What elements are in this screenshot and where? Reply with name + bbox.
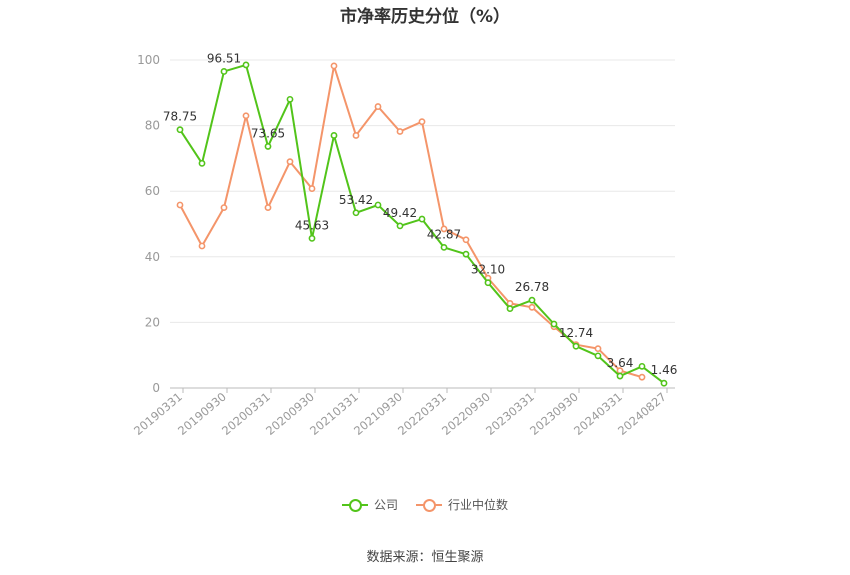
label-layer: 78.75 96.51 73.65 45.63 53.42 49.42 42.87 32.10… bbox=[163, 51, 678, 377]
data-point-company bbox=[418, 215, 426, 223]
legend-item-company[interactable]: 公司 bbox=[341, 496, 398, 513]
y-tick-label: 0 bbox=[152, 381, 160, 395]
data-point-company bbox=[352, 209, 360, 217]
y-tick-label: 40 bbox=[145, 250, 160, 264]
data-point-company bbox=[594, 352, 602, 360]
data-point-company bbox=[308, 234, 316, 242]
data-point-industry bbox=[286, 158, 294, 166]
data-point-company bbox=[506, 305, 514, 313]
data-label-company: 1.46 bbox=[651, 363, 678, 377]
legend-item-industry[interactable]: 行业中位数 bbox=[416, 496, 508, 513]
data-point-company bbox=[440, 243, 448, 251]
data-label-company: 12.74 bbox=[559, 326, 593, 340]
data-point-company bbox=[286, 95, 294, 103]
data-point-company bbox=[176, 126, 184, 134]
data-point-industry bbox=[264, 204, 272, 211]
data-point-industry bbox=[440, 225, 448, 233]
legend-swatch-company bbox=[341, 498, 368, 512]
data-label-company: 73.65 bbox=[251, 126, 285, 140]
data-point-industry bbox=[352, 132, 360, 139]
y-tick-label: 20 bbox=[145, 315, 160, 329]
data-point-industry bbox=[418, 118, 426, 126]
data-point-industry bbox=[176, 201, 184, 209]
data-point-industry bbox=[374, 103, 382, 110]
data-point-industry bbox=[462, 236, 470, 244]
legend: 公司 行业中位数 bbox=[0, 496, 850, 513]
y-tick-label: 100 bbox=[137, 53, 160, 67]
data-point-company bbox=[484, 279, 492, 287]
legend-label-company: 公司 bbox=[373, 498, 398, 512]
data-label-company: 42.87 bbox=[427, 227, 461, 241]
data-point-industry bbox=[242, 112, 250, 120]
legend-label-industry: 行业中位数 bbox=[448, 498, 509, 512]
data-point-industry bbox=[638, 373, 646, 381]
axis-layer: 0204060801002019033120190930202003312020… bbox=[131, 53, 675, 438]
data-point-industry bbox=[308, 185, 316, 192]
data-point-company bbox=[572, 342, 580, 350]
data-label-company: 26.78 bbox=[515, 280, 549, 294]
data-point-company bbox=[396, 222, 404, 230]
data-point-company bbox=[528, 296, 536, 304]
data-label-company: 96.51 bbox=[207, 51, 241, 65]
data-point-industry bbox=[594, 345, 602, 353]
data-point-company bbox=[638, 362, 646, 370]
data-label-company: 49.42 bbox=[383, 206, 417, 220]
x-tick-label: 20240827 bbox=[615, 390, 669, 438]
data-point-company bbox=[374, 201, 382, 209]
data-label-company: 53.42 bbox=[339, 193, 373, 207]
data-point-industry bbox=[220, 204, 228, 211]
data-label-company: 3.64 bbox=[607, 356, 634, 370]
data-point-company bbox=[462, 250, 470, 258]
data-point-company bbox=[660, 379, 668, 387]
data-point-company bbox=[198, 159, 206, 167]
data-point-company bbox=[330, 132, 338, 139]
data-label-company: 32.10 bbox=[471, 263, 505, 277]
data-point-industry bbox=[330, 62, 338, 70]
data-label-company: 78.75 bbox=[163, 110, 197, 124]
chart-title: 市净率历史分位（%） bbox=[339, 7, 511, 27]
data-point-industry bbox=[528, 303, 536, 311]
data-point-company bbox=[616, 372, 624, 380]
y-tick-label: 80 bbox=[145, 119, 160, 133]
data-point-industry bbox=[396, 128, 404, 135]
y-tick-label: 60 bbox=[145, 184, 160, 198]
data-label-company: 45.63 bbox=[295, 218, 329, 232]
grid-layer bbox=[170, 59, 675, 323]
legend-swatch-industry bbox=[416, 498, 442, 512]
data-point-company bbox=[264, 143, 272, 150]
data-point-company bbox=[550, 320, 558, 328]
data-point-industry bbox=[198, 242, 206, 250]
data-point-company bbox=[242, 61, 250, 69]
data-source-note: 数据来源：恒生聚源 bbox=[366, 550, 484, 565]
data-point-company bbox=[220, 68, 228, 75]
series-layer bbox=[176, 61, 668, 387]
